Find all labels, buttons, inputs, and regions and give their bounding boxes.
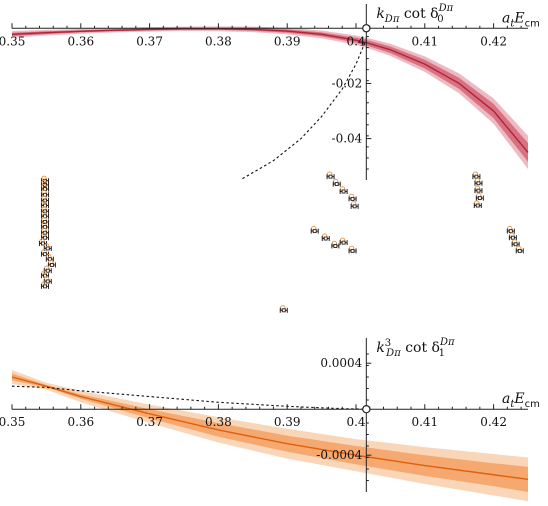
point-marker	[350, 248, 355, 253]
p-wave-panel: 0.35 0.36 0.37 0.38 0.39 0.4 0.41 0.42 0.0004 -0.…	[0, 337, 540, 502]
energy-level-point	[41, 175, 50, 184]
energy-level-point	[511, 239, 520, 247]
x-tick-label: 0.4	[346, 34, 365, 48]
energy-level-point	[41, 200, 50, 209]
point-marker	[312, 229, 317, 234]
point-marker	[508, 229, 513, 234]
y-tick-label: -0.0004	[316, 448, 362, 462]
point-marker	[45, 268, 50, 273]
energy-level-point	[350, 201, 359, 209]
energy-level-point	[472, 171, 481, 180]
threshold-dashed-curve	[242, 39, 367, 180]
energy-level-point	[41, 183, 50, 192]
threshold-open-circle	[362, 24, 371, 33]
x-axis-label: atEcm	[502, 391, 540, 410]
point-marker	[341, 240, 346, 245]
energy-level-point	[41, 281, 50, 289]
energy-level-point	[332, 178, 341, 187]
point-marker	[510, 235, 515, 240]
point-marker	[476, 181, 481, 186]
central-fit-line	[11, 28, 529, 153]
energy-level-point	[515, 245, 524, 254]
energy-level-point	[331, 240, 340, 249]
energy-level-point	[474, 185, 483, 194]
s-wave-panel: 0.35 0.36 0.37 0.38 0.39 0.4 0.41 0.42 -0.02 -0.0…	[0, 3, 540, 180]
energy-level-point	[321, 233, 330, 242]
energy-level-point	[43, 265, 52, 274]
energy-level-point	[339, 186, 348, 194]
x-tick-label: 0.36	[67, 415, 94, 429]
y-tick-label: -0.02	[332, 76, 363, 90]
energy-level-point	[508, 232, 517, 241]
x-tick-label: 0.35	[0, 415, 25, 429]
x-tick-label: 0.42	[480, 34, 507, 48]
point-marker	[334, 182, 339, 187]
x-tick-label: 0.37	[136, 415, 163, 429]
energy-level-point	[475, 192, 484, 201]
energy-level-point	[326, 171, 335, 180]
point-marker	[474, 174, 479, 179]
energy-level-point	[47, 259, 56, 268]
point-marker	[333, 243, 338, 248]
energy-level-point	[43, 243, 52, 251]
x-tick-label: 0.41	[411, 415, 438, 429]
point-marker	[352, 204, 357, 209]
x-tick-label: 0.42	[480, 415, 507, 429]
point-marker	[477, 196, 482, 201]
point-marker	[323, 236, 328, 241]
energy-levels-panel	[38, 171, 524, 313]
x-tick-label: 0.38	[205, 415, 232, 429]
point-marker	[517, 248, 522, 253]
point-marker	[43, 252, 47, 257]
point-marker	[475, 203, 480, 208]
energy-level-point	[45, 253, 54, 262]
energy-level-point	[473, 200, 482, 209]
y-tick-label: -0.04	[332, 132, 363, 146]
central-fit-line	[11, 376, 529, 481]
x-tick-label: 0.39	[274, 34, 301, 48]
energy-level-point	[41, 221, 50, 230]
energy-level-point	[339, 237, 348, 246]
energy-level-point	[41, 232, 50, 241]
point-marker	[281, 308, 286, 313]
y-axis-label: k3 Dπ cot δDπ 1	[376, 337, 455, 359]
energy-level-point	[506, 225, 515, 234]
y-axis-label: kDπ cot δDπ 0	[376, 3, 453, 25]
energy-level-point	[474, 178, 483, 186]
point-marker	[45, 279, 50, 284]
x-tick-label: 0.4	[346, 415, 365, 429]
point-marker	[513, 242, 518, 247]
energy-level-point	[310, 225, 319, 234]
point-marker	[43, 284, 47, 289]
point-marker	[41, 241, 45, 246]
x-tick-label: 0.39	[274, 415, 301, 429]
threshold-dashed-curve	[11, 385, 367, 410]
energy-level-point	[41, 189, 50, 198]
y-tick-label: 0.0004	[320, 356, 362, 370]
point-marker	[45, 246, 50, 251]
energy-level-point	[279, 305, 288, 313]
point-marker	[328, 174, 333, 179]
point-marker	[43, 235, 47, 240]
point-marker	[341, 189, 346, 194]
x-tick-label: 0.36	[67, 34, 94, 48]
x-tick-label: 0.35	[0, 34, 25, 48]
inner-error-band	[12, 373, 528, 492]
x-axis-label: atEcm	[502, 10, 540, 29]
point-marker	[476, 188, 481, 193]
x-tick-label: 0.38	[205, 34, 232, 48]
energy-level-point	[38, 238, 47, 246]
energy-level-point	[348, 193, 357, 202]
threshold-open-circle	[362, 405, 371, 414]
x-tick-label: 0.37	[136, 34, 163, 48]
x-tick-label: 0.41	[411, 34, 438, 48]
energy-level-point	[348, 245, 357, 254]
point-marker	[49, 262, 54, 267]
energy-level-point	[43, 276, 52, 284]
point-marker	[350, 196, 355, 201]
